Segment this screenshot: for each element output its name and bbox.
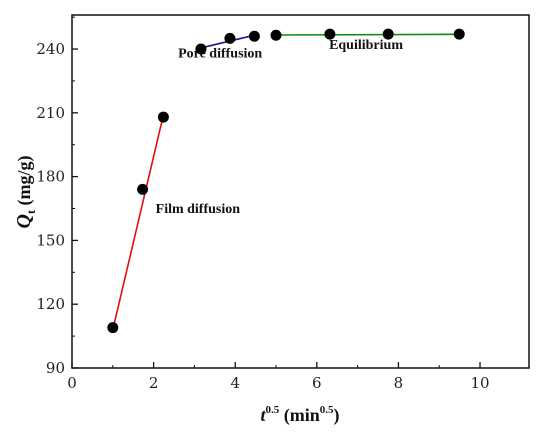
y-axis-symbol-subscript: t — [24, 210, 38, 214]
fit-lines — [112, 33, 460, 330]
x-tick-label: 2 — [149, 374, 159, 392]
y-tick-label: 90 — [46, 359, 65, 377]
pore-diffusion-point — [195, 43, 207, 55]
film-diffusion-point — [157, 111, 169, 123]
annotation-label: Equilibrium — [329, 38, 403, 53]
x-axis-symbol-exponent: 0.5 — [266, 404, 280, 416]
equilibrium-point — [270, 29, 282, 41]
annotation-label: Pore diffusion — [178, 47, 262, 62]
x-axis-title: t0.5 (min0.5) — [260, 404, 339, 426]
x-axis-symbol: t — [260, 405, 266, 425]
pore-diffusion-point — [248, 30, 260, 42]
equilibrium-fit-line — [276, 33, 460, 36]
annotations: Film diffusion Pore diffusion Equilibrium — [156, 38, 404, 217]
x-axis-unit-exponent: 0.5 — [320, 404, 334, 416]
x-tick-label: 10 — [470, 374, 489, 392]
data-points — [107, 28, 465, 334]
annotation-label: Film diffusion — [156, 202, 241, 217]
y-axis-unit: (mg/g) — [14, 156, 35, 210]
equilibrium-point — [382, 28, 394, 40]
x-tick-label: 6 — [312, 374, 322, 392]
film-diffusion-point — [137, 183, 149, 195]
y-tick-label: 150 — [36, 231, 65, 249]
pore-diffusion-point — [224, 32, 236, 44]
y-axis-symbol: Q — [13, 214, 35, 228]
x-tick-label: 4 — [230, 374, 240, 392]
y-axis-title: Qt (mg/g) — [13, 156, 38, 229]
x-tick-label: 0 — [67, 374, 77, 392]
plot-frame — [71, 14, 530, 369]
axis-ticks: 0 2 4 6 8 10 90 120 150 180 210 240 — [36, 16, 490, 392]
y-tick-label: 180 — [36, 168, 65, 186]
y-tick-label: 120 — [36, 295, 65, 313]
x-tick-label: 8 — [394, 374, 404, 392]
film-diffusion-fit-line — [112, 114, 165, 330]
equilibrium-point — [324, 28, 336, 40]
y-tick-label: 210 — [36, 104, 65, 122]
equilibrium-point — [453, 28, 465, 40]
x-axis-unit: (min — [279, 405, 320, 426]
y-tick-label: 240 — [36, 40, 65, 58]
x-axis-unit-close: ) — [334, 405, 340, 426]
film-diffusion-point — [107, 322, 119, 334]
